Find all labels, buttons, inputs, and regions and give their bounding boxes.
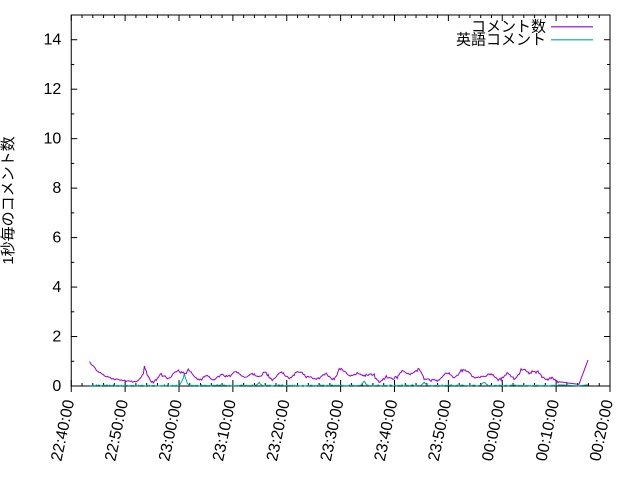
svg-text:英語コメント: 英語コメント — [456, 31, 546, 49]
svg-text:6: 6 — [52, 230, 61, 247]
svg-text:14: 14 — [43, 32, 61, 49]
svg-text:8: 8 — [52, 180, 61, 197]
svg-text:0: 0 — [52, 378, 61, 395]
svg-text:10: 10 — [43, 131, 61, 148]
svg-text:2: 2 — [52, 329, 61, 346]
svg-text:4: 4 — [52, 279, 61, 296]
svg-text:12: 12 — [43, 81, 61, 98]
svg-text:1秒毎のコメント数: 1秒毎のコメント数 — [0, 136, 17, 264]
